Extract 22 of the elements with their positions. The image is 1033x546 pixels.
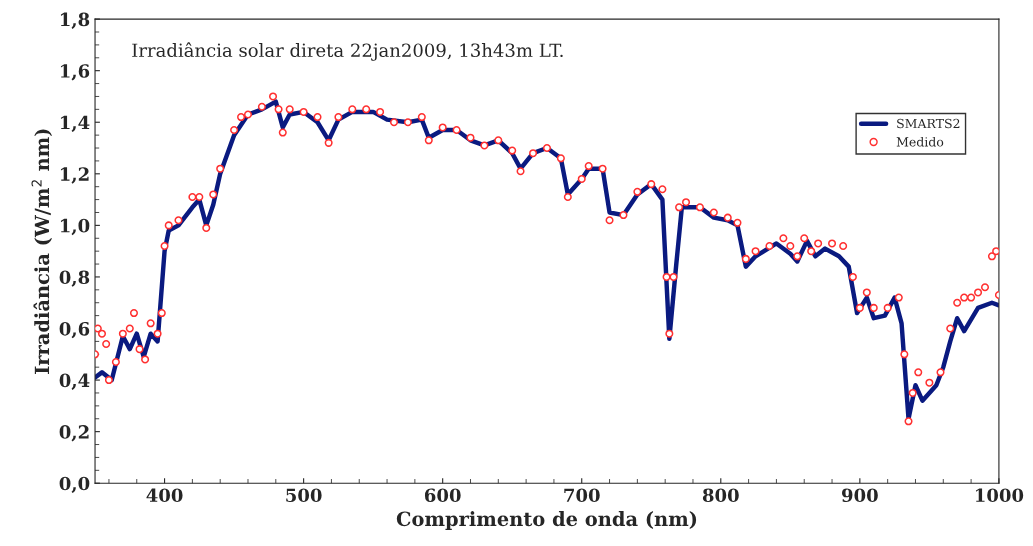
y-tick-label: 0,8 <box>59 270 90 287</box>
x-tick-label: 1000 <box>975 488 1024 503</box>
y-tick-label: 1,8 <box>60 12 90 29</box>
y-tick-label: 0,0 <box>59 476 90 494</box>
y-tick-label: 1,2 <box>60 167 89 184</box>
x-tick-label: 600 <box>424 488 461 503</box>
x-tick-label: 500 <box>286 488 322 503</box>
legend-label: Medido <box>896 136 944 147</box>
y-tick-label: 1,6 <box>60 64 90 81</box>
y-tick-label: 0,4 <box>59 373 90 390</box>
x-tick-label: 700 <box>564 488 600 503</box>
legend-label: SMARTS2 <box>897 118 960 129</box>
y-tick-label: 0,2 <box>59 425 89 442</box>
text: Irradiância solar direta 22jan2009, 13h43m LT. <box>132 42 563 61</box>
y-tick-label: 1,0 <box>60 218 90 236</box>
y-tick-label: 1,4 <box>60 115 90 133</box>
x-tick-label: 400 <box>146 488 183 503</box>
x-axis-title: Comprimento de onda (nm) <box>396 511 697 530</box>
y-axis-title: Irradiância (W/m$^{2}$ nm) <box>31 129 53 374</box>
x-tick-label: 800 <box>702 488 739 503</box>
y-tick-label: 0,6 <box>59 321 90 339</box>
x-tick-label: 900 <box>841 488 878 503</box>
